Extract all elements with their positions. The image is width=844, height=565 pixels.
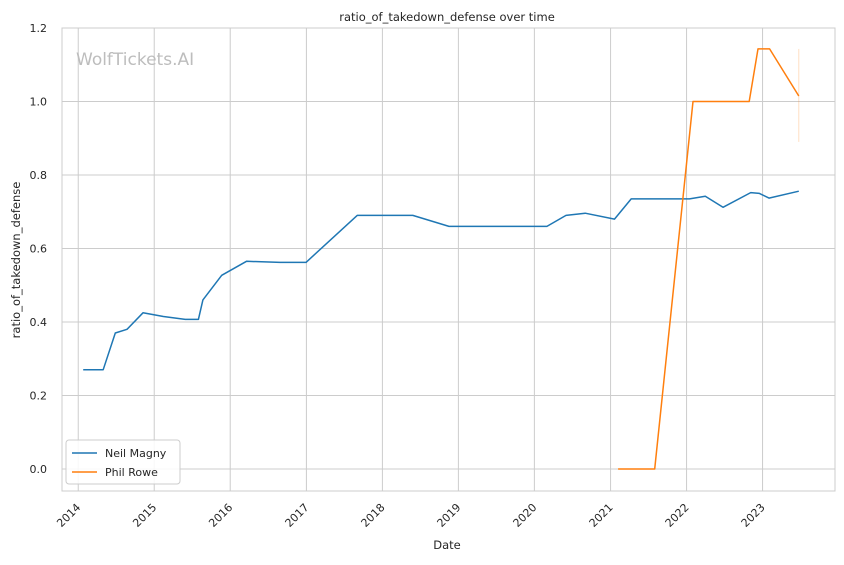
watermark: WolfTickets.AI	[76, 50, 194, 70]
legend: Neil Magny Phil Rowe	[65, 439, 181, 485]
y-tick-label: 0.6	[30, 242, 48, 255]
plot-area-frame	[61, 27, 836, 492]
y-tick-label: 0.4	[30, 316, 48, 329]
y-tick-label: 0.8	[30, 169, 48, 182]
y-tick-label: 0.0	[30, 463, 48, 476]
y-tick-label: 0.2	[30, 389, 48, 402]
series-line-phil-rowe	[618, 48, 800, 470]
legend-frame	[65, 439, 181, 485]
series-line-neil-magny	[83, 190, 799, 371]
y-axis-label: ratio_of_takedown_defense	[9, 182, 23, 339]
y-tick-label: 1.2	[30, 22, 48, 35]
series-lines	[83, 48, 800, 470]
grid-lines	[62, 27, 835, 491]
chart-title: ratio_of_takedown_defense over time	[339, 10, 555, 24]
y-tick-label: 1.0	[30, 95, 48, 108]
legend-label-phil-rowe: Phil Rowe	[105, 466, 158, 479]
x-axis-label: Date	[433, 538, 461, 552]
legend-label-neil-magny: Neil Magny	[105, 447, 167, 460]
y-axis-ticks: 0.0 0.2 0.4 0.6 0.8 1.0 1.2	[30, 22, 48, 476]
